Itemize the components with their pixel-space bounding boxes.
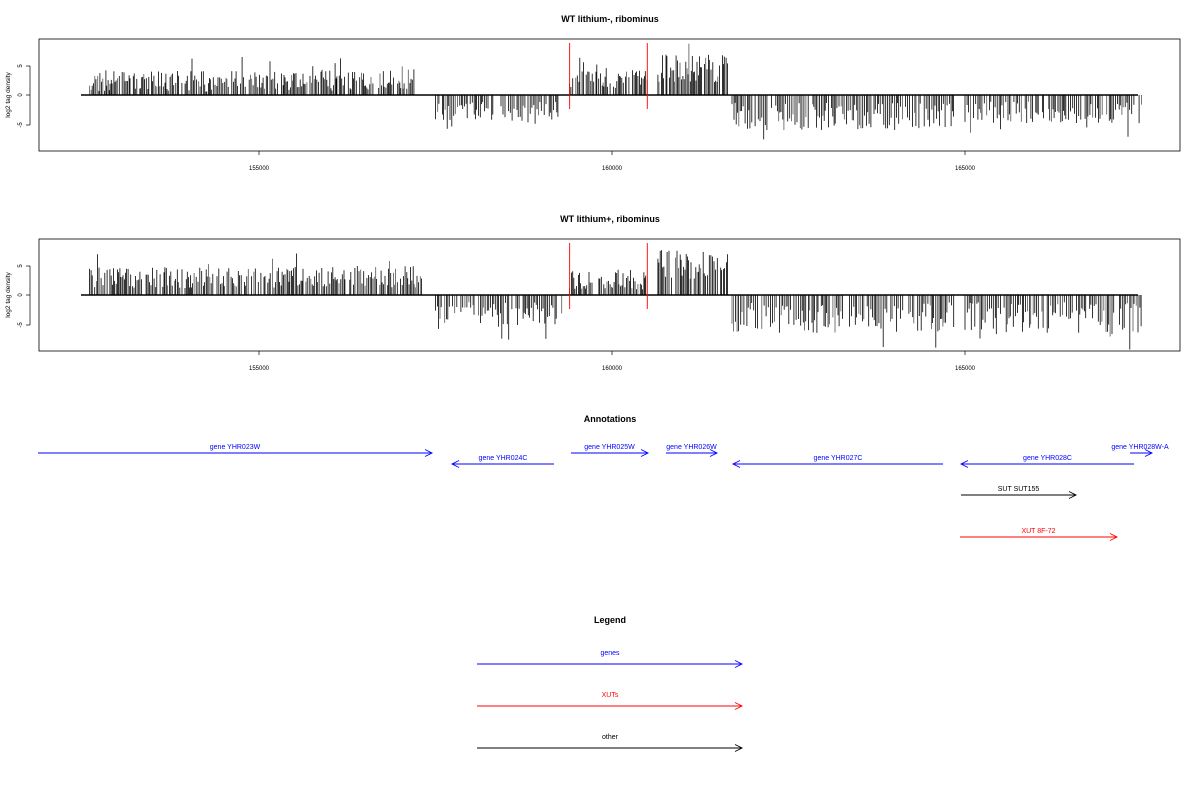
marker-lines — [569, 43, 648, 109]
feature: XUT 8F-72 — [960, 528, 1119, 541]
y-tick-label: -5 — [18, 322, 24, 328]
feature: gene YHR025W — [571, 444, 650, 457]
feature: gene YHR023W — [38, 444, 434, 457]
feature: gene YHR024C — [450, 455, 554, 468]
feature-label: gene YHR027C — [814, 455, 863, 462]
x-axis: 155000 160000 165000 — [249, 151, 976, 172]
feature-arrow-head — [709, 449, 719, 457]
feature-label: gene YHR023W — [210, 444, 261, 451]
feature-label: gene YHR028W-A — [1111, 444, 1169, 451]
x-tick-label: 160000 — [602, 366, 623, 372]
y-tick-label: 5 — [18, 264, 24, 268]
feature-label: gene YHR026W — [666, 444, 717, 451]
legend-title: Legend — [594, 615, 626, 625]
marker-lines — [569, 243, 648, 309]
feature-arrow-head — [731, 460, 741, 468]
y-tick-label: -5 — [18, 122, 24, 128]
y-axis: 5 0 -5 log2 tag density — [5, 264, 31, 328]
x-axis: 155000 160000 165000 — [249, 351, 976, 372]
x-tick-label: 155000 — [249, 366, 270, 372]
feature-label: gene YHR028C — [1023, 455, 1072, 462]
feature-arrow-head — [1144, 449, 1154, 457]
feature-label: gene YHR025W — [584, 444, 635, 451]
track-panel-lithium-minus: WT lithium-, ribominus 5 0 -5 log2 tag d… — [5, 14, 1181, 172]
legend-item: other — [477, 734, 744, 752]
feature-arrow-head — [1109, 533, 1119, 541]
track-panel-lithium-plus: WT lithium+, ribominus 5 0 -5 log2 tag d… — [5, 214, 1181, 372]
density-bars — [89, 43, 1142, 140]
annotations-title: Annotations — [584, 414, 637, 424]
feature-arrows: gene YHR023W gene YHR024C gene YHR025W gene… — [38, 444, 1169, 541]
legend-label: other — [602, 734, 619, 741]
legend-item: XUTs — [477, 692, 744, 710]
feature-arrow-head — [1068, 491, 1078, 499]
feature-arrow-head — [734, 744, 744, 752]
feature-label: gene YHR024C — [479, 455, 528, 462]
x-tick-label: 165000 — [955, 166, 976, 172]
y-tick-label: 0 — [18, 93, 24, 97]
legend-items: genes XUTs other — [477, 650, 744, 752]
y-axis-label: log2 tag density — [5, 71, 12, 117]
feature-label: SUT SUT155 — [998, 486, 1040, 493]
plot-frame — [38, 38, 1181, 152]
feature: gene YHR026W — [666, 444, 719, 457]
plot-frame — [38, 238, 1181, 352]
feature-arrow-head — [734, 702, 744, 710]
y-axis: 5 0 -5 log2 tag density — [5, 64, 31, 128]
feature-label: XUT 8F-72 — [1021, 528, 1055, 535]
feature: gene YHR028C — [959, 455, 1134, 468]
feature-arrow-head — [959, 460, 969, 468]
y-tick-label: 0 — [18, 293, 24, 297]
legend-item: genes — [477, 650, 744, 668]
feature-arrow-head — [424, 449, 434, 457]
panel-title: WT lithium-, ribominus — [561, 14, 659, 24]
x-tick-label: 160000 — [602, 166, 623, 172]
y-axis-label: log2 tag density — [5, 271, 12, 317]
legend-label: XUTs — [602, 692, 619, 699]
legend: Legend genes XUTs other — [477, 615, 744, 752]
x-tick-label: 165000 — [955, 366, 976, 372]
x-tick-label: 155000 — [249, 166, 270, 172]
feature: gene YHR027C — [731, 455, 943, 468]
density-bars — [89, 250, 1142, 350]
panel-title: WT lithium+, ribominus — [560, 214, 660, 224]
feature: SUT SUT155 — [961, 486, 1078, 499]
feature-arrow-head — [450, 460, 460, 468]
feature-arrow-head — [734, 660, 744, 668]
feature-arrow-head — [640, 449, 650, 457]
feature: gene YHR028W-A — [1111, 444, 1169, 457]
legend-label: genes — [600, 650, 620, 657]
y-tick-label: 5 — [18, 64, 24, 68]
